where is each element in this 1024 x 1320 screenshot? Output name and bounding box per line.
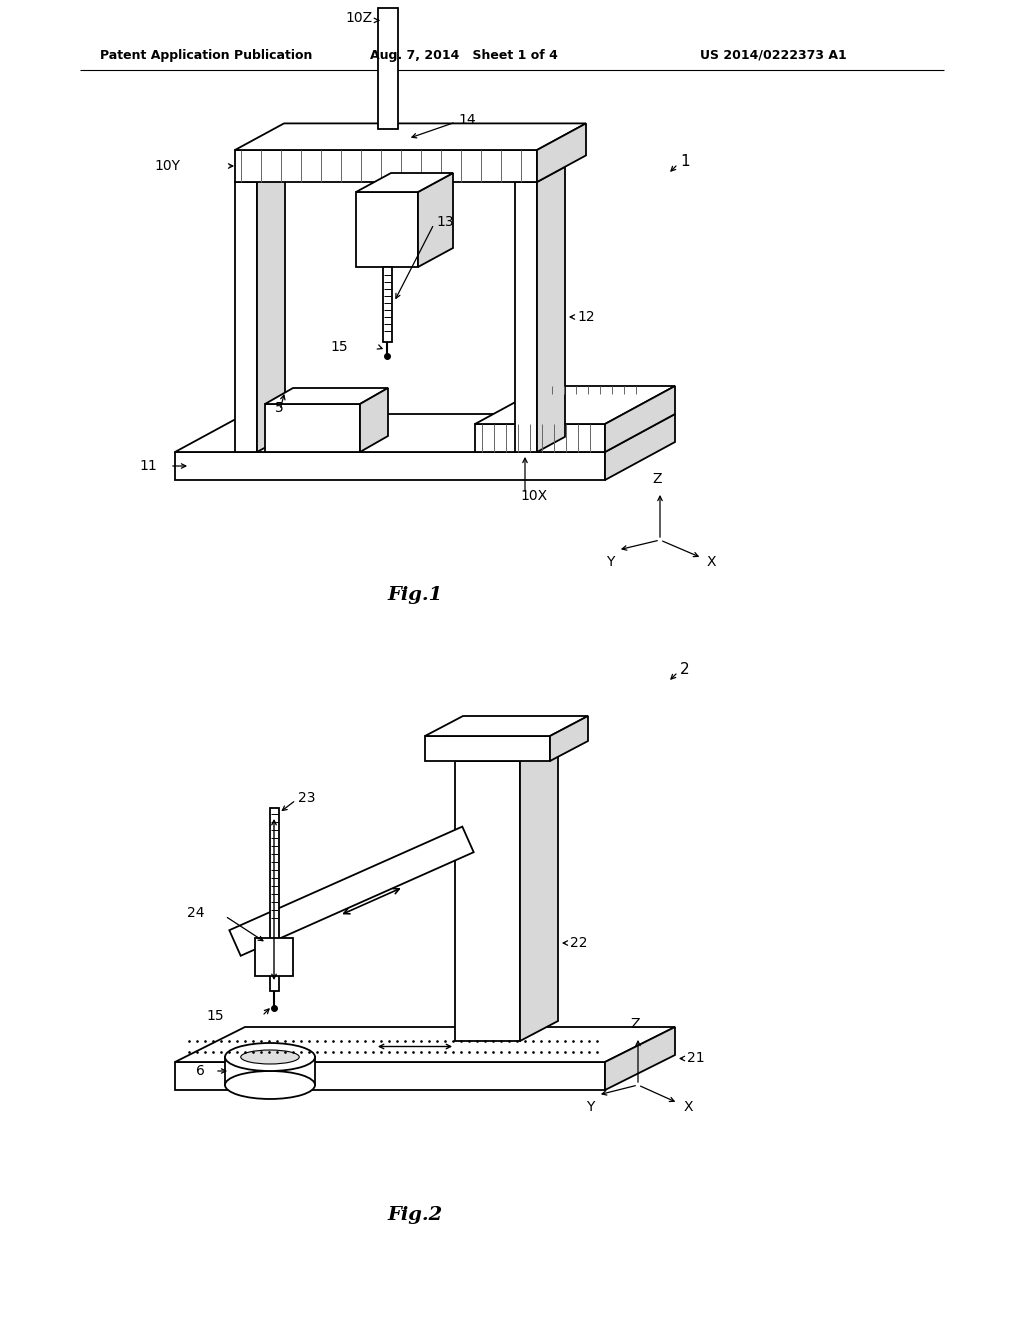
Polygon shape [520, 741, 558, 1041]
Polygon shape [257, 166, 285, 451]
Text: Patent Application Publication: Patent Application Publication [100, 49, 312, 62]
Polygon shape [356, 191, 418, 267]
Polygon shape [265, 404, 360, 451]
Polygon shape [425, 737, 550, 762]
Text: Y: Y [586, 1100, 594, 1114]
Polygon shape [234, 182, 257, 451]
Text: Fig.1: Fig.1 [387, 586, 442, 605]
Polygon shape [537, 123, 586, 182]
Polygon shape [383, 267, 392, 342]
Text: Z: Z [630, 1016, 640, 1031]
Polygon shape [360, 388, 388, 451]
Text: 6: 6 [197, 1064, 205, 1078]
Ellipse shape [241, 1049, 299, 1064]
Polygon shape [550, 715, 588, 762]
Text: 13: 13 [436, 215, 454, 228]
Polygon shape [265, 388, 388, 404]
Polygon shape [234, 150, 537, 182]
Polygon shape [605, 414, 675, 480]
Text: Y: Y [606, 554, 614, 569]
Text: Fig.2: Fig.2 [387, 1206, 442, 1224]
Text: 15: 15 [331, 341, 348, 354]
Ellipse shape [225, 1043, 315, 1071]
Polygon shape [537, 166, 565, 451]
Text: 12: 12 [577, 310, 595, 323]
Polygon shape [175, 1063, 605, 1090]
Text: X: X [707, 554, 717, 569]
Polygon shape [418, 173, 453, 267]
Polygon shape [270, 808, 279, 991]
Ellipse shape [225, 1071, 315, 1100]
Text: 1: 1 [680, 154, 689, 169]
Text: 15: 15 [207, 1008, 224, 1023]
Polygon shape [475, 424, 605, 451]
Text: 10X: 10X [520, 488, 547, 503]
Polygon shape [515, 182, 537, 451]
Polygon shape [605, 1027, 675, 1090]
Polygon shape [455, 741, 558, 762]
Polygon shape [255, 939, 293, 975]
Polygon shape [605, 385, 675, 451]
Text: 24: 24 [187, 906, 205, 920]
Polygon shape [234, 123, 586, 150]
Text: US 2014/0222373 A1: US 2014/0222373 A1 [700, 49, 847, 62]
Text: 10Z: 10Z [346, 12, 373, 25]
Polygon shape [229, 826, 474, 956]
Polygon shape [425, 715, 588, 737]
Polygon shape [175, 1027, 675, 1063]
Polygon shape [475, 385, 675, 424]
Text: Z: Z [652, 473, 662, 486]
Polygon shape [356, 173, 453, 191]
Text: 2: 2 [680, 663, 689, 677]
Text: 10Y: 10Y [154, 158, 180, 173]
Text: 21: 21 [687, 1052, 705, 1065]
Text: 11: 11 [139, 459, 157, 473]
Text: Aug. 7, 2014   Sheet 1 of 4: Aug. 7, 2014 Sheet 1 of 4 [370, 49, 558, 62]
Text: 5: 5 [275, 401, 284, 414]
Text: 22: 22 [570, 936, 588, 950]
Polygon shape [175, 414, 675, 451]
Text: 14: 14 [458, 114, 475, 127]
Polygon shape [378, 8, 398, 129]
Text: 23: 23 [298, 791, 315, 805]
Polygon shape [225, 1057, 315, 1085]
Polygon shape [455, 762, 520, 1041]
Polygon shape [175, 451, 605, 480]
Text: X: X [684, 1100, 693, 1114]
